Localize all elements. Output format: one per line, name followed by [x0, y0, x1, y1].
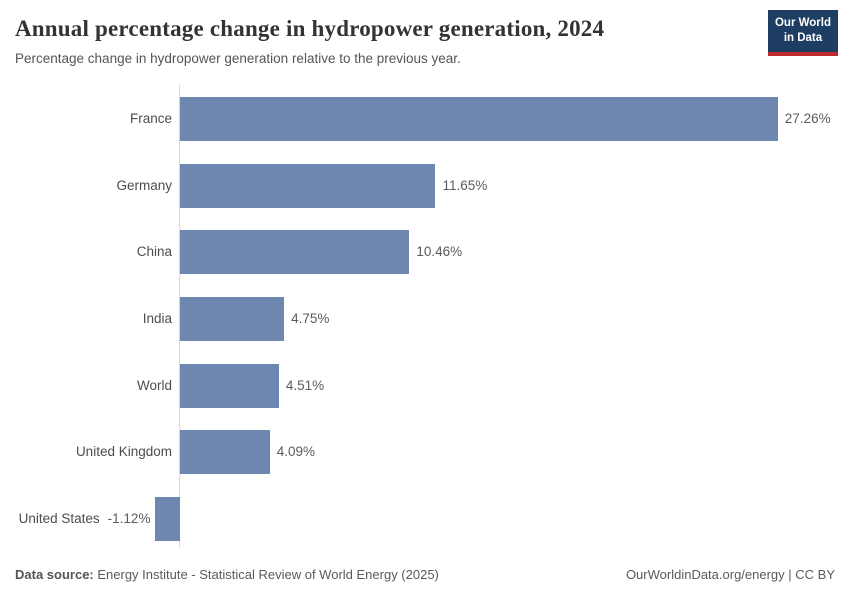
bar-india[interactable] — [180, 296, 285, 341]
chart-title: Annual percentage change in hydropower g… — [15, 16, 605, 41]
bar-france[interactable] — [180, 97, 778, 141]
chart-header: Annual percentage change in hydropower g… — [15, 16, 750, 66]
category-label: World — [136, 377, 172, 393]
category-label: United States — [18, 510, 100, 526]
bar-chart: France 27.26% Germany 11.65% China 10.46% Indi… — [0, 85, 850, 547]
bar-world[interactable] — [180, 363, 279, 408]
bar-china[interactable] — [180, 230, 410, 275]
category-label: United Kingdom — [75, 444, 172, 460]
data-source-label: Data source: — [15, 567, 94, 582]
bar-germany[interactable] — [180, 163, 436, 208]
category-label: China — [136, 244, 172, 260]
value-label: 4.09% — [276, 444, 315, 460]
axis-line — [179, 85, 180, 547]
owid-logo[interactable]: Our World in Data — [767, 10, 838, 56]
owid-logo-line1: Our World — [774, 17, 831, 29]
category-label: Germany — [116, 177, 172, 193]
value-label: 11.65% — [442, 177, 488, 193]
value-label: 27.26% — [784, 111, 831, 126]
bar-united-kingdom[interactable] — [180, 430, 270, 475]
category-label: India — [142, 310, 172, 326]
negative-label-group: United States -1.12% — [19, 497, 151, 541]
chart-subtitle: Percentage change in hydropower generati… — [15, 51, 461, 66]
owid-logo-line2: in Data — [783, 31, 823, 44]
value-label: 4.51% — [285, 377, 325, 393]
value-label: 10.46% — [416, 244, 463, 260]
value-label: -1.12% — [107, 510, 151, 526]
category-label: France — [129, 111, 172, 126]
data-source-note: Data source: Energy Institute - Statisti… — [15, 567, 439, 582]
data-source-text: Energy Institute - Statistical Review of… — [93, 567, 439, 582]
bar-united-states[interactable] — [155, 496, 180, 541]
chart-footer: Data source: Energy Institute - Statisti… — [15, 567, 835, 582]
owid-license-link[interactable]: OurWorldinData.org/energy | CC BY — [625, 567, 835, 582]
value-label: 4.75% — [291, 310, 330, 326]
